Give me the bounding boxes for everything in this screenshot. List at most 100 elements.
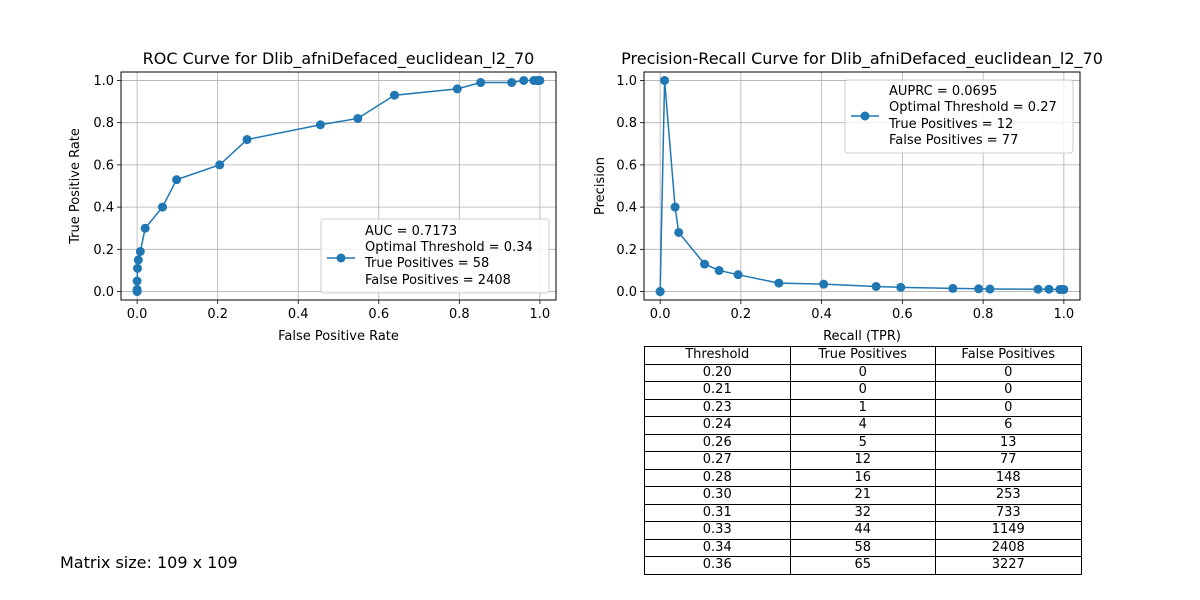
- roc-legend-marker: [336, 253, 346, 263]
- table-cell: 32: [789, 503, 936, 522]
- roc-y-tick-label: 1.0: [93, 74, 114, 89]
- roc-y-axis-label: True Positive Rate: [68, 128, 83, 245]
- pr-data-point: [655, 287, 665, 297]
- pr-x-tick-label: 0.2: [731, 307, 752, 322]
- roc-axes-frame: [120, 71, 557, 301]
- pr-x-tick-label: 0.8: [973, 307, 994, 322]
- pr-title: Precision-Recall Curve for Dlib_afniDefa…: [621, 49, 1103, 69]
- table-row: 0.31 32 733: [644, 503, 1082, 522]
- roc-data-point: [157, 202, 167, 212]
- roc-y-tick-label: 0.0: [93, 285, 114, 300]
- roc-data-point: [389, 90, 399, 100]
- roc-data-point: [172, 175, 182, 185]
- pr-data-point: [819, 279, 829, 289]
- roc-data-point: [133, 255, 143, 265]
- pr-x-axis-label: Recall (TPR): [823, 329, 901, 344]
- table-cell: 0: [935, 398, 1082, 417]
- pr-x-tick-label: 0.4: [811, 307, 832, 322]
- pr-chart: Precision-Recall Curve for Dlib_afniDefa…: [593, 49, 1103, 344]
- table-cell: 0.21: [644, 381, 791, 400]
- roc-x-tick-label: 1.0: [530, 307, 551, 322]
- roc-data-point: [133, 263, 143, 273]
- pr-data-point: [714, 265, 724, 275]
- table-cell: 0.34: [644, 538, 791, 557]
- table-cell: 1149: [935, 521, 1082, 540]
- pr-legend-marker: [860, 111, 870, 121]
- table-cell: 44: [789, 521, 936, 540]
- pr-data-point: [974, 284, 984, 294]
- table-cell: 0.28: [644, 468, 791, 487]
- table-row: 0.36 65 3227: [644, 556, 1082, 575]
- pr-data-point: [896, 282, 906, 292]
- roc-y-tick-label: 0.8: [93, 116, 114, 131]
- table-row: 0.20 0 0: [644, 363, 1082, 382]
- table-cell: 3227: [935, 556, 1082, 575]
- roc-legend-threshold: Optimal Threshold = 0.34: [365, 240, 533, 255]
- pr-y-tick-label: 0.2: [616, 243, 637, 258]
- roc-legend: AUC = 0.7173 Optimal Threshold = 0.34 Tr…: [320, 218, 550, 294]
- table-cell: 13: [935, 433, 1082, 452]
- table-cell: 2408: [935, 538, 1082, 557]
- pr-y-axis-label: Precision: [593, 157, 608, 215]
- roc-data-point: [315, 120, 325, 130]
- pr-axes-frame: [643, 71, 1081, 301]
- table-header-false-positives: False Positives: [935, 346, 1082, 365]
- roc-data-point: [519, 75, 529, 85]
- table-cell: 0.33: [644, 521, 791, 540]
- table-cell: 0.24: [644, 416, 791, 435]
- table-cell: 0: [935, 363, 1082, 382]
- table-cell: 0.30: [644, 486, 791, 505]
- table-cell: 0: [789, 363, 936, 382]
- table-cell: 0: [935, 381, 1082, 400]
- table-row: 0.30 21 253: [644, 486, 1082, 505]
- pr-data-point: [1059, 284, 1069, 294]
- roc-x-tick-label: 0.2: [207, 307, 228, 322]
- roc-data-point: [140, 223, 150, 233]
- pr-legend-threshold: Optimal Threshold = 0.27: [889, 100, 1057, 115]
- table-cell: 77: [935, 451, 1082, 470]
- table-cell: 12: [789, 451, 936, 470]
- table-cell: 6: [935, 416, 1082, 435]
- table-row: 0.27 12 77: [644, 451, 1082, 470]
- table-cell: 58: [789, 538, 936, 557]
- roc-legend-tp: True Positives = 58: [364, 256, 489, 271]
- table-cell: 148: [935, 468, 1082, 487]
- pr-y-tick-label: 1.0: [616, 74, 637, 89]
- table-row: 0.23 1 0: [644, 398, 1082, 417]
- roc-data-point: [452, 84, 462, 94]
- roc-chart: ROC Curve for Dlib_afniDefaced_euclidean…: [68, 49, 557, 344]
- table-cell: 65: [789, 556, 936, 575]
- roc-y-tick-label: 0.2: [93, 243, 114, 258]
- roc-data-point: [476, 78, 486, 88]
- table-cell: 1: [789, 398, 936, 417]
- threshold-table: Threshold True Positives False Positives…: [644, 346, 1082, 575]
- pr-legend-fp: False Positives = 77: [889, 133, 1018, 148]
- roc-y-tick-label: 0.4: [93, 201, 114, 216]
- table-row: 0.34 58 2408: [644, 538, 1082, 557]
- pr-data-point: [700, 259, 710, 269]
- table-header-row: Threshold True Positives False Positives: [644, 346, 1082, 365]
- roc-x-axis-label: False Positive Rate: [278, 329, 399, 344]
- pr-data-point: [774, 278, 784, 288]
- table-cell: 733: [935, 503, 1082, 522]
- roc-x-tick-label: 0.8: [449, 307, 470, 322]
- table-cell: 0: [789, 381, 936, 400]
- roc-title: ROC Curve for Dlib_afniDefaced_euclidean…: [143, 49, 535, 69]
- table-row: 0.26 5 13: [644, 433, 1082, 452]
- pr-x-tick-label: 0.0: [650, 307, 671, 322]
- table-header-true-positives: True Positives: [789, 346, 936, 365]
- table-row: 0.24 4 6: [644, 416, 1082, 435]
- pr-data-point: [985, 284, 995, 294]
- table-cell: 0.27: [644, 451, 791, 470]
- pr-y-tick-label: 0.8: [616, 116, 637, 131]
- pr-x-tick-label: 1.0: [1054, 307, 1075, 322]
- table-cell: 0.20: [644, 363, 791, 382]
- pr-legend-tp: True Positives = 12: [888, 117, 1013, 132]
- roc-legend-auc: AUC = 0.7173: [365, 224, 457, 239]
- pr-data-point: [674, 227, 684, 237]
- pr-data-point: [670, 202, 680, 212]
- pr-data-point: [733, 270, 743, 280]
- table-cell: 16: [789, 468, 936, 487]
- roc-x-tick-label: 0.4: [288, 307, 309, 322]
